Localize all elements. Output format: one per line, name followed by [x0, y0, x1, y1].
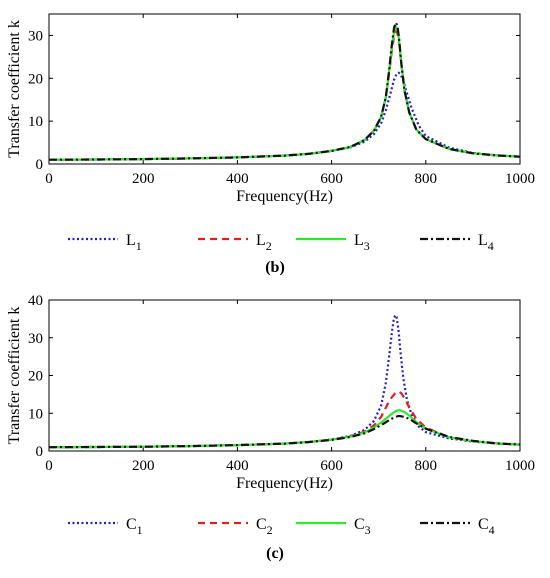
y-tick-label: 20 — [28, 71, 43, 87]
series-line-4 — [48, 414, 521, 449]
y-tick-label: 10 — [28, 114, 43, 130]
legend: L1 L2 L3 L4 — [68, 232, 494, 253]
x-tick-label: 800 — [415, 458, 438, 474]
series-line-2 — [48, 30, 521, 161]
x-tick-label: 400 — [226, 458, 249, 474]
legend-label-3: L3 — [354, 232, 370, 253]
y-tick-label: 40 — [28, 293, 43, 309]
series-lines — [48, 314, 521, 449]
x-tick-label: 1000 — [505, 171, 535, 187]
x-tick-label: 800 — [415, 171, 438, 187]
axis-ticks: 0 200 400 600 800 1000 0 10 20 30 — [28, 14, 535, 187]
legend-label-1: L1 — [126, 232, 142, 253]
x-tick-label: 200 — [132, 171, 155, 187]
legend-label-4: C4 — [478, 516, 495, 537]
y-tick-label: 0 — [36, 157, 44, 173]
series-line-3 — [48, 409, 521, 449]
panel-label: (b) — [265, 259, 285, 276]
legend-label-3: C3 — [354, 516, 371, 537]
x-axis-label: Frequency(Hz) — [236, 475, 333, 492]
legend-label-2: C2 — [256, 516, 273, 537]
y-tick-label: 30 — [28, 28, 43, 44]
x-tick-label: 400 — [226, 171, 249, 187]
x-axis-label: Frequency(Hz) — [236, 188, 333, 205]
panel-label: (c) — [266, 545, 284, 562]
axis-ticks: 0 200 400 600 800 1000 0 10 20 30 40 — [28, 293, 535, 474]
legend-label-1: C1 — [126, 516, 143, 537]
x-tick-label: 600 — [320, 458, 343, 474]
x-tick-label: 600 — [320, 171, 343, 187]
series-line-3 — [48, 25, 521, 161]
y-tick-label: 20 — [28, 369, 43, 385]
y-tick-label: 30 — [28, 331, 43, 347]
y-tick-label: 10 — [28, 406, 43, 422]
plot-frame — [48, 13, 521, 165]
chart-panel-c: 0 200 400 600 800 1000 0 10 20 30 40 Frequency(Hz)… — [6, 293, 535, 562]
x-tick-label: 0 — [45, 171, 53, 187]
y-axis-label: Transfer coefficient k — [6, 307, 23, 445]
chart-panel-b: 0 200 400 600 800 1000 0 10 20 30 Frequency(Hz) T… — [6, 13, 535, 276]
x-tick-label: 200 — [132, 458, 155, 474]
series-line-4 — [48, 21, 521, 161]
series-line-1 — [48, 71, 521, 161]
legend: C1 C2 C3 C4 — [68, 516, 495, 537]
series-line-1 — [48, 314, 521, 449]
legend-label-4: L4 — [478, 232, 494, 253]
x-tick-label: 0 — [45, 458, 53, 474]
series-line-2 — [48, 390, 521, 449]
y-tick-label: 0 — [36, 444, 44, 460]
y-axis-label: Transfer coefficient k — [6, 20, 23, 158]
series-lines — [48, 21, 521, 161]
legend-label-2: L2 — [256, 232, 272, 253]
x-tick-label: 1000 — [505, 458, 535, 474]
plot-frame — [48, 299, 521, 452]
